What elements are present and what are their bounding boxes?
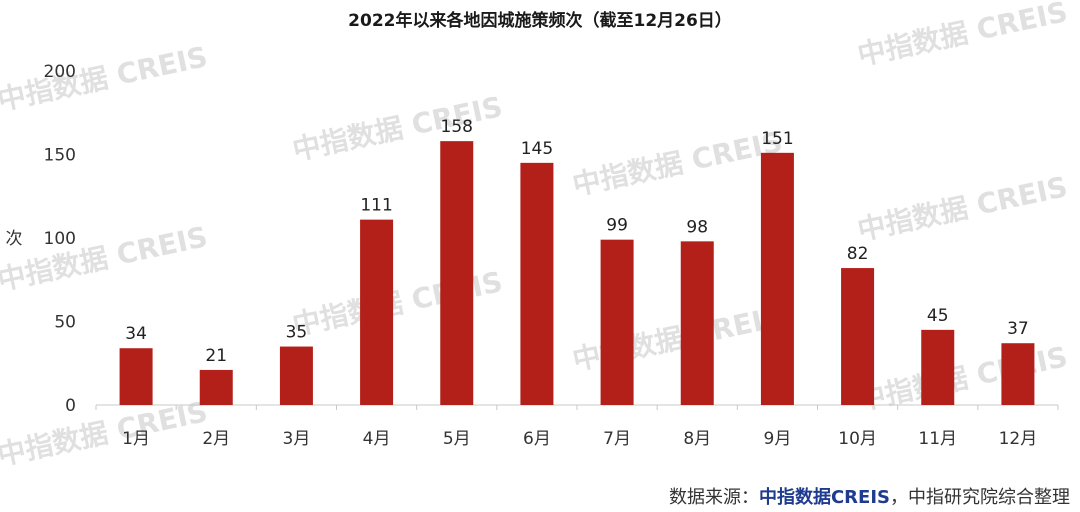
x-tick-label: 6月 bbox=[523, 429, 551, 449]
x-tick-label: 11月 bbox=[918, 429, 957, 449]
x-tick-label: 10月 bbox=[838, 429, 877, 449]
source-prefix: 数据来源： bbox=[668, 487, 759, 508]
data-label: 98 bbox=[686, 217, 708, 237]
bar-6 bbox=[520, 162, 554, 405]
x-tick-label: 8月 bbox=[683, 429, 711, 449]
bar-9 bbox=[760, 152, 794, 405]
x-tick-label: 1月 bbox=[122, 429, 150, 449]
bar-3 bbox=[279, 346, 313, 405]
watermark-text: 中指数据 CREIS bbox=[855, 0, 1071, 72]
y-tick-label: 50 bbox=[54, 313, 76, 333]
bar-10 bbox=[841, 268, 875, 405]
x-tick-label: 12月 bbox=[999, 429, 1038, 449]
data-label: 158 bbox=[441, 117, 473, 137]
data-label: 151 bbox=[761, 129, 793, 149]
data-label: 82 bbox=[847, 244, 869, 264]
bar-11 bbox=[921, 329, 955, 405]
data-label: 35 bbox=[286, 323, 308, 343]
y-tick-label: 150 bbox=[44, 146, 76, 166]
y-tick-label: 100 bbox=[44, 229, 76, 249]
data-label: 34 bbox=[125, 324, 147, 344]
source-suffix: ，中指研究院综合整理 bbox=[890, 487, 1070, 508]
y-tick-label: 0 bbox=[65, 396, 76, 416]
data-label: 45 bbox=[927, 306, 949, 326]
x-tick-label: 4月 bbox=[363, 429, 391, 449]
watermark-text: 中指数据 CREIS bbox=[570, 125, 786, 202]
source-note: 数据来源：中指数据CREIS，中指研究院综合整理 bbox=[669, 483, 1070, 509]
source-brand: 中指数据CREIS bbox=[758, 487, 890, 508]
x-tick-label: 2月 bbox=[202, 429, 230, 449]
data-label: 111 bbox=[360, 196, 392, 216]
watermark-text: 中指数据 CREIS bbox=[0, 40, 210, 117]
bar-2 bbox=[199, 369, 233, 405]
watermark-text: 中指数据 CREIS bbox=[0, 395, 210, 472]
y-axis-label: 次 bbox=[6, 229, 23, 249]
plot-area: 次 0 50 100 150 200 34 1月 21 2月 35 3月 111 4月 158 5月 145 6月… bbox=[6, 62, 1059, 449]
bar-4 bbox=[360, 219, 394, 405]
data-label: 21 bbox=[205, 346, 227, 366]
bar-1 bbox=[119, 348, 153, 405]
x-tick-label: 3月 bbox=[283, 429, 311, 449]
x-tick-label: 7月 bbox=[603, 429, 631, 449]
bar-8 bbox=[680, 241, 714, 405]
data-label: 145 bbox=[521, 139, 553, 159]
data-label: 99 bbox=[606, 216, 628, 236]
watermark-text: 中指数据 CREIS bbox=[855, 170, 1071, 247]
bar-5 bbox=[440, 141, 474, 405]
y-tick-label: 200 bbox=[44, 62, 76, 82]
x-tick-label: 5月 bbox=[443, 429, 471, 449]
bar-7 bbox=[600, 239, 634, 405]
bar-12 bbox=[1001, 343, 1035, 405]
x-tick-label: 9月 bbox=[764, 429, 792, 449]
watermark-text: 中指数据 CREIS bbox=[0, 220, 210, 297]
data-label: 37 bbox=[1007, 319, 1029, 339]
chart-title: 2022年以来各地因城施策频次（截至12月26日） bbox=[348, 11, 732, 31]
